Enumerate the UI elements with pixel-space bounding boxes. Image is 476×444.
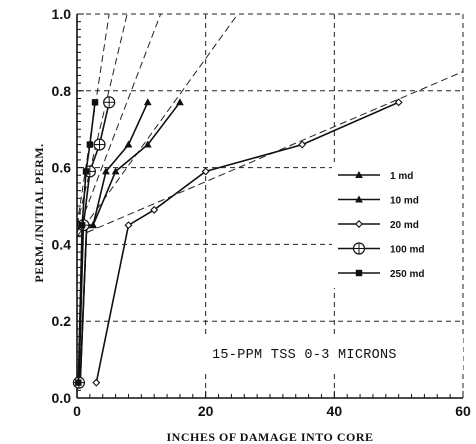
- trend-line: [77, 14, 162, 234]
- data-point-20-md: [201, 167, 210, 176]
- legend-marker: [352, 242, 366, 255]
- legend-entry-10-md: 10 md: [338, 195, 419, 207]
- annotation-box: [203, 334, 463, 372]
- data-point-250-md: [75, 379, 82, 386]
- grid: [77, 13, 464, 398]
- legend-entry-1-md: 1 md: [338, 170, 413, 182]
- x-axis-title: INCHES OF DAMAGE INTO CORE: [166, 430, 373, 444]
- legend-marker: [355, 195, 363, 203]
- data-point-250-md: [82, 168, 90, 175]
- legend-label: 20 md: [390, 220, 419, 231]
- series-line-10-md: [79, 101, 149, 383]
- data-point-250-md: [78, 221, 86, 229]
- legend-entry-20-md: 20 md: [338, 220, 419, 231]
- data-point-100-md: [93, 138, 106, 151]
- y-tick-label: 0.2: [52, 313, 72, 329]
- series-250-md: [75, 99, 99, 386]
- y-axis-title: PERM./INITIAL PERM.: [32, 143, 46, 282]
- data-point-20-md: [150, 205, 159, 214]
- data-point-1-md: [143, 140, 152, 148]
- legend-background: [332, 162, 460, 288]
- x-tick-label: 60: [455, 403, 471, 419]
- y-tick-label: 0.8: [52, 83, 72, 99]
- y-tick-label: 1.0: [52, 6, 72, 22]
- data-series: [72, 96, 403, 389]
- data-point-20-md: [92, 378, 101, 387]
- data-point-20-md: [124, 221, 133, 230]
- legend-label: 10 md: [390, 196, 419, 207]
- legend-entry-100-md: 100 md: [338, 242, 424, 256]
- legend-marker: [355, 269, 363, 277]
- trend-line: [77, 14, 110, 226]
- legend-entry-250-md: 250 md: [338, 269, 424, 280]
- legend-marker: [355, 220, 363, 228]
- y-tick-label: 0.0: [52, 390, 72, 406]
- legend-marker: [355, 170, 363, 178]
- series-line-20-md: [95, 101, 400, 383]
- data-point-20-md: [298, 140, 307, 149]
- data-point-10-md: [143, 98, 152, 106]
- data-point-1-md: [111, 167, 120, 175]
- chart-annotation: 15-PPM TSS 0-3 MICRONS: [212, 348, 397, 363]
- data-point-250-md: [91, 99, 99, 106]
- legend-label: 250 md: [390, 269, 424, 280]
- data-point-20-md: [394, 98, 403, 107]
- data-point-10-md: [102, 167, 110, 175]
- x-tick-label: 0: [73, 403, 81, 419]
- data-point-250-md: [86, 141, 94, 148]
- legend-label: 100 md: [390, 245, 424, 256]
- y-tick-label: 0.4: [52, 236, 72, 252]
- x-tick-label: 40: [327, 403, 343, 419]
- y-tick-label: 0.6: [52, 160, 72, 176]
- data-point-10-md: [124, 140, 133, 148]
- data-point-100-md: [103, 96, 116, 109]
- legend-label: 1 md: [390, 171, 413, 182]
- x-tick-label: 20: [198, 403, 214, 419]
- axes: 0.0 0.2 0.4 0.6 0.8 1.0 0 20 40 60: [52, 6, 471, 419]
- legend: 1 md 10 md 20 md 100 md 250 md: [332, 162, 460, 288]
- data-point-1-md: [176, 98, 184, 106]
- series-20-md: [92, 98, 403, 387]
- data-point-10-md: [89, 221, 97, 229]
